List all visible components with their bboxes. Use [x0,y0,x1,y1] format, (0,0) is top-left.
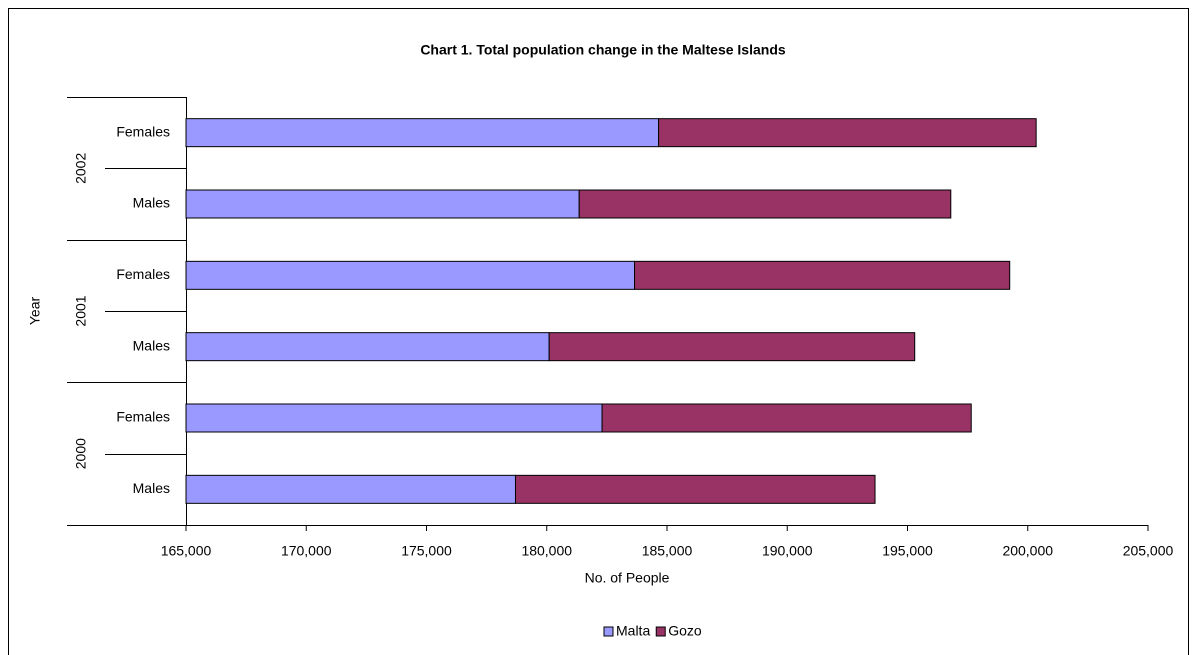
bar [601,403,972,433]
legend-label: Gozo [668,623,702,639]
legend-swatch [603,626,614,637]
y-tick-label: Females [116,266,170,282]
y-tick-label: Males [133,480,170,496]
x-tick-label: 190,000 [762,543,813,559]
x-axis-label: No. of People [585,570,670,586]
x-tick-label: 185,000 [642,543,693,559]
group-label: 2000 [73,438,89,469]
bar [185,118,660,148]
legend-swatch [655,626,666,637]
bar [185,403,603,433]
group-label: 2001 [73,295,89,326]
x-tick-label: 165,000 [161,543,212,559]
x-tick-label: 180,000 [521,543,572,559]
chart-frame [8,8,1189,655]
x-tick-label: 200,000 [1002,543,1053,559]
bar [548,332,916,362]
y-tick-label: Males [133,195,170,211]
bar [578,189,952,219]
bar [185,474,516,504]
y-tick-label: Females [116,409,170,425]
x-tick-label: 175,000 [401,543,452,559]
bar [514,474,876,504]
x-tick-label: 170,000 [281,543,332,559]
y-axis-label: Year [27,297,43,326]
y-tick-label: Females [116,123,170,139]
bar [658,118,1037,148]
legend-label: Malta [616,623,650,639]
y-tick-label: Males [133,337,170,353]
bar [185,260,636,290]
bar [634,260,1011,290]
x-tick-label: 205,000 [1123,543,1174,559]
x-tick-label: 195,000 [882,543,933,559]
bar [185,332,550,362]
group-label: 2002 [73,153,89,184]
bar [185,189,580,219]
chart-title: Chart 1. Total population change in the … [420,42,786,58]
